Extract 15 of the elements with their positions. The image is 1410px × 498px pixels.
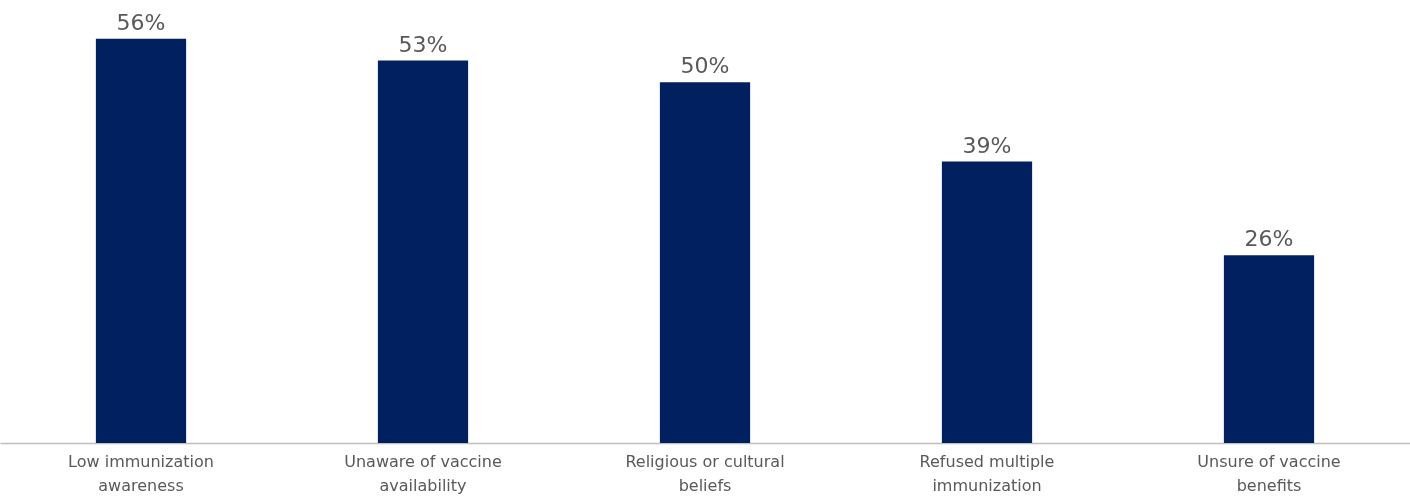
data-label: 53% [398, 31, 448, 57]
x-tick-label: Religious or cultural beliefs [625, 451, 785, 495]
bar [377, 60, 469, 443]
bar [1223, 255, 1315, 443]
data-label: 50% [680, 53, 730, 79]
data-label: 39% [962, 132, 1012, 158]
x-tick-label: Unsure of vaccine benefits [1197, 451, 1341, 495]
bar [95, 38, 187, 443]
x-tick-label: Unaware of vaccine availability [344, 451, 502, 495]
data-label: 56% [116, 9, 166, 35]
x-tick-label: Refused multiple immunization [919, 451, 1055, 495]
bar [659, 82, 751, 443]
data-label: 26% [1244, 226, 1294, 252]
x-tick-label: Low immunization awareness [68, 451, 214, 495]
bar [941, 161, 1033, 443]
